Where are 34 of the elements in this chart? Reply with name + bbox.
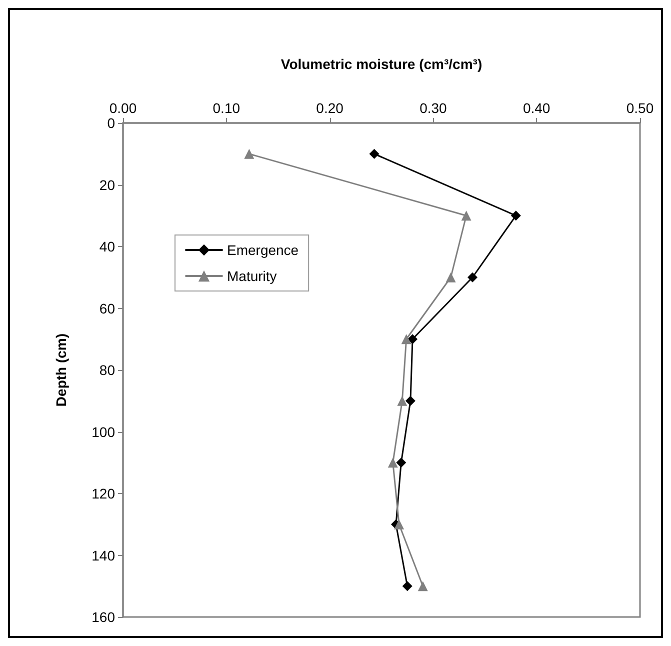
x-tick-label: 0.10	[212, 100, 240, 116]
y-tick-label: 160	[92, 609, 116, 625]
x-tick-label: 0.50	[626, 100, 654, 116]
y-tick-label: 140	[92, 547, 116, 564]
point	[405, 396, 416, 406]
y-tick-label: 120	[92, 486, 116, 502]
x-tick-label: 0.40	[522, 100, 550, 116]
x-axis-title: Volumetric moisture (cm³/cm³)	[280, 56, 482, 72]
y-axis-title: Depth (cm)	[53, 333, 69, 407]
point	[461, 210, 472, 221]
legend-label: Emergence	[227, 242, 299, 258]
y-tick-label: 100	[92, 424, 116, 440]
point	[396, 458, 406, 468]
point	[446, 272, 456, 282]
y-tick-label: 0	[107, 115, 116, 131]
point	[394, 519, 404, 530]
x-tick-label: 0.00	[109, 100, 137, 116]
point	[244, 148, 254, 159]
point	[402, 581, 412, 592]
x-tick-label: 0.20	[316, 100, 344, 116]
point	[510, 210, 521, 221]
point	[401, 334, 412, 344]
point	[369, 148, 380, 159]
y-tick-label: 40	[99, 238, 116, 254]
y-tick-label: 80	[99, 362, 116, 378]
point	[388, 458, 398, 468]
point	[467, 272, 478, 282]
point	[397, 396, 408, 406]
point	[418, 581, 428, 592]
x-tick-label: 0.30	[420, 100, 448, 116]
point	[408, 334, 418, 344]
legend-label: Maturity	[227, 268, 277, 284]
y-tick-label: 20	[99, 176, 116, 193]
y-tick-label: 60	[99, 300, 116, 316]
